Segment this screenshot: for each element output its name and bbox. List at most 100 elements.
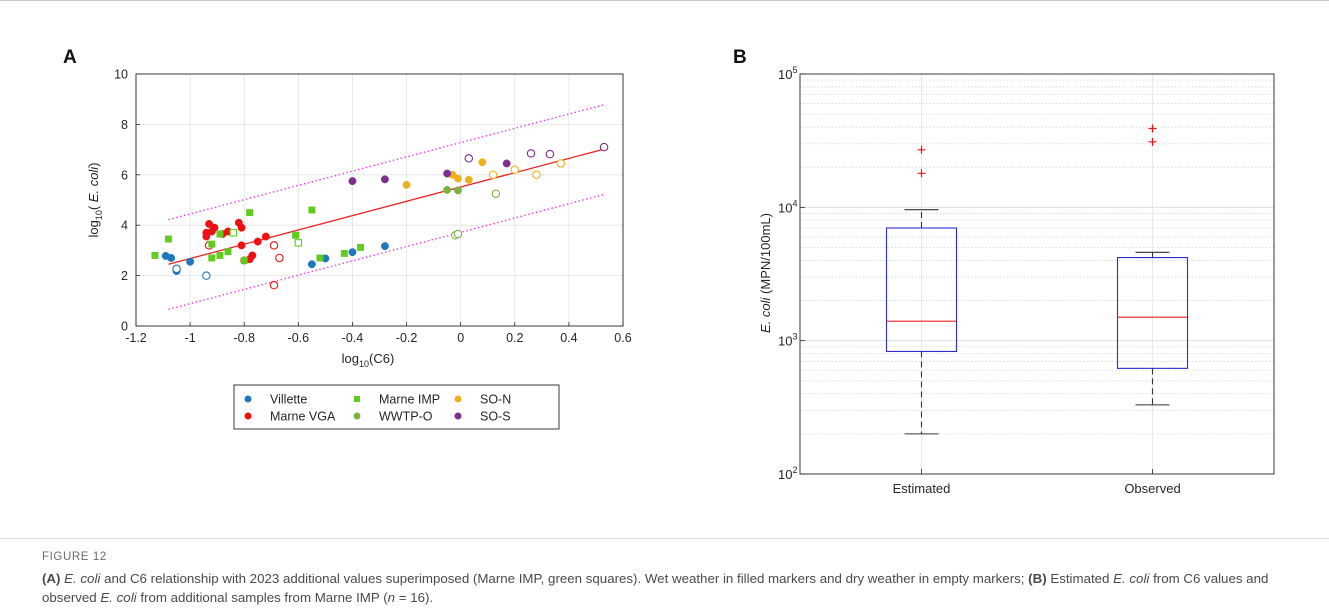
- legend-label-marne-vga: Marne VGA: [270, 410, 336, 424]
- panel-a-plot: -1.2 -1 -0.8 -0.6 -0.4 -0.2 0 0.2 0.4 0.6 0 2 4 6 8 10…: [86, 68, 632, 430]
- point-wwtp-o: [454, 186, 462, 195]
- panel-a-label: A: [63, 47, 77, 68]
- x-tick-label: 0.2: [506, 331, 523, 345]
- point-so-s: [464, 154, 474, 163]
- point-villette: [186, 257, 195, 266]
- point-so-n: [532, 170, 541, 180]
- legend-label-villette: Villette: [270, 393, 307, 407]
- panel-a-points: [151, 142, 609, 290]
- legend-marker-so-n: [454, 395, 462, 403]
- point-marne-imp: [316, 254, 324, 262]
- x-tick-label: 0.4: [560, 331, 577, 345]
- panel-b-plot: Estimated Observed 102 103 104 105 E. coli (…: [758, 65, 1275, 496]
- point-so-s: [348, 177, 357, 186]
- prediction-band-lower: [168, 193, 605, 311]
- panel-a-grid: [135, 73, 624, 327]
- point-marne-imp: [151, 251, 159, 259]
- point-marne-imp: [357, 243, 365, 251]
- point-marne-imp: [216, 230, 224, 238]
- point-marne-vga: [237, 223, 246, 232]
- point-marne-vga: [253, 237, 262, 246]
- panel-b-label: B: [733, 47, 747, 68]
- legend-marker-villette: [244, 395, 252, 403]
- figure-canvas: A B -1.2 -1 -0.8 -0.6 -0.4 -0.2 0 0.2 0.4 0.6 0 2 4…: [63, 47, 1275, 496]
- y-tick-label: 104: [778, 198, 797, 215]
- point-marne-imp: [292, 231, 300, 239]
- y-tick-label: 102: [778, 465, 797, 482]
- point-so-n: [488, 170, 498, 180]
- y-tick-label: 103: [778, 332, 797, 349]
- point-so-n: [454, 174, 462, 183]
- legend-box: [233, 384, 560, 430]
- legend-label-wwtp-o: WWTP-O: [379, 410, 433, 424]
- y-tick-label: 0: [121, 320, 128, 334]
- figure-label: FIGURE 12: [42, 551, 107, 563]
- point-marne-imp: [240, 257, 248, 264]
- top-border: [0, 0, 1329, 1]
- x-tick-label: -0.4: [342, 331, 364, 345]
- x-tick-label: 0: [457, 331, 464, 345]
- x-tick-label: -0.6: [288, 331, 310, 345]
- point-villette: [172, 264, 181, 274]
- point-so-n: [402, 180, 411, 189]
- point-marne-imp: [308, 206, 316, 214]
- point-wwtp-o: [491, 189, 501, 198]
- panel-b-x-ticks: Estimated Observed: [893, 469, 1181, 496]
- panel-a-x-ticks: -1.2 -1 -0.8 -0.6 -0.4 -0.2 0 0.2 0.4 0.6: [125, 322, 632, 345]
- point-marne-vga: [261, 232, 270, 241]
- point-marne-imp: [208, 254, 216, 262]
- point-so-s: [502, 159, 511, 168]
- point-so-n: [464, 175, 473, 184]
- y-tick-label: 8: [121, 118, 128, 132]
- point-villette: [167, 254, 176, 262]
- outlier-estimated: [917, 145, 926, 154]
- panel-b-grid: [800, 74, 1274, 474]
- x-tick-label: 0.6: [614, 331, 631, 345]
- y-tick-label: 105: [778, 65, 797, 82]
- panel-a-y-axis-label: log10( E. coli): [86, 162, 104, 237]
- point-so-s: [380, 175, 389, 184]
- point-marne-vga: [205, 219, 214, 228]
- point-marne-imp: [246, 209, 254, 217]
- legend-marker-so-s: [454, 412, 462, 420]
- legend-marker-marne-imp: [354, 396, 360, 402]
- point-marne-imp: [224, 248, 232, 256]
- point-villette: [380, 242, 389, 251]
- legend-marker-wwtp-o: [353, 412, 361, 420]
- point-so-s: [599, 142, 609, 152]
- legend-label-marne-imp: Marne IMP: [379, 393, 440, 407]
- figure-caption: FIGURE 12 (A) E. coli and C6 relationshi…: [42, 548, 1302, 607]
- panel-a-prediction-band: [168, 104, 605, 311]
- x-tick-label: -1.2: [125, 331, 147, 345]
- point-marne-imp: [229, 229, 238, 237]
- caption-text: (A) E. coli and C6 relationship with 202…: [42, 571, 1269, 605]
- point-so-n: [478, 158, 487, 167]
- point-marne-imp: [208, 240, 216, 248]
- point-marne-vga: [269, 280, 279, 290]
- panel-b-y-axis-label: E. coli (MPN/100mL): [758, 213, 773, 333]
- point-marne-vga: [248, 251, 257, 260]
- prediction-band-upper: [168, 104, 605, 221]
- x-tick-label: -0.2: [396, 331, 418, 345]
- point-marne-vga: [269, 241, 279, 250]
- point-wwtp-o: [453, 229, 463, 239]
- point-marne-imp: [165, 235, 172, 243]
- panel-a-y-ticks: 0 2 4 6 8 10: [114, 68, 140, 334]
- point-marne-vga: [210, 223, 219, 232]
- legend-label-so-s: SO-S: [480, 410, 511, 424]
- point-so-s: [443, 169, 452, 178]
- point-so-s: [526, 149, 536, 158]
- legend-label-so-n: SO-N: [480, 393, 511, 407]
- panel-a-axes-frame: [135, 73, 624, 327]
- point-villette: [202, 271, 211, 280]
- legend-marker-marne-vga: [244, 412, 252, 420]
- panel-a-x-axis-label: log10(C6): [342, 351, 395, 369]
- y-tick-label: 2: [121, 269, 128, 283]
- point-wwtp-o: [443, 185, 452, 194]
- panel-a-legend: Villette Marne IMP SO-N Marne VGA WWTP-O SO-S: [233, 384, 560, 430]
- panel-b-axes-frame: [799, 73, 1275, 475]
- point-marne-imp: [294, 239, 303, 247]
- x-tick-label: -1: [185, 331, 196, 345]
- point-so-n: [556, 159, 566, 168]
- x-tick-label: Observed: [1124, 481, 1180, 496]
